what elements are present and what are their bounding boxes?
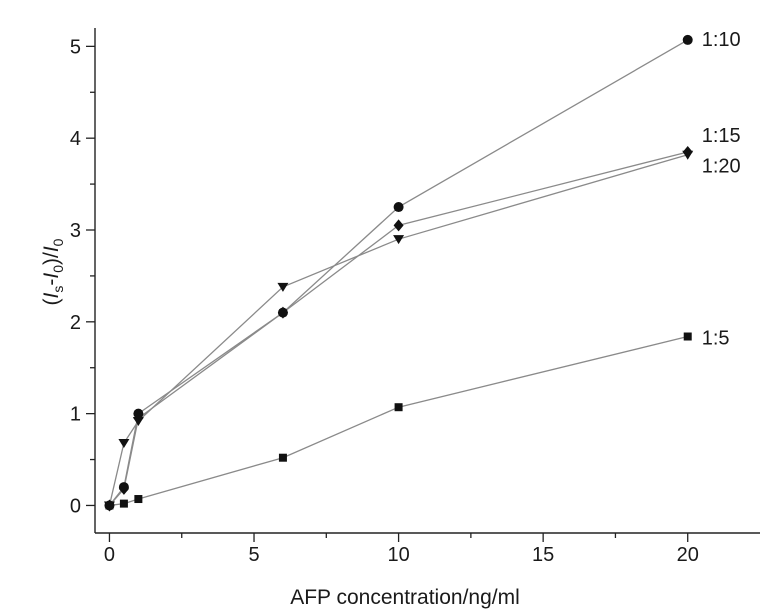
y-tick-label: 2	[70, 312, 81, 334]
series-label-1-20: 1:20	[702, 156, 741, 178]
y-tick-label: 5	[70, 36, 81, 58]
square-point	[394, 403, 403, 412]
y-tick-label: 0	[70, 495, 81, 517]
triangle-down-point	[393, 235, 405, 245]
y-axis-title-var3: I	[40, 246, 63, 252]
axes	[94, 28, 760, 534]
square-point	[119, 499, 128, 508]
x-tick-label: 20	[677, 544, 699, 566]
series-line-1-20	[108, 154, 688, 506]
x-tick-label: 5	[248, 544, 259, 566]
triangle-down-point	[682, 150, 694, 160]
circle-point	[682, 34, 693, 45]
square-point	[278, 453, 287, 462]
y-axis-title-var2: I	[40, 273, 63, 279]
circle-point	[393, 202, 404, 213]
triangle-down-point	[132, 416, 144, 426]
y-axis-title-sub2: 0	[50, 265, 66, 273]
series-line-1-10	[108, 39, 689, 506]
y-axis-title-close: )/	[40, 252, 63, 265]
series-lines	[108, 39, 689, 507]
diamond-point	[393, 219, 404, 232]
series-markers	[103, 34, 694, 512]
diamond-point	[277, 306, 288, 319]
y-axis-title-var1: I	[40, 292, 63, 298]
x-axis-title: AFP concentration/ng/ml	[290, 586, 520, 609]
y-tick-label: 3	[70, 220, 81, 242]
square-point	[134, 495, 143, 504]
series-label-1-10: 1:10	[702, 29, 741, 51]
series-label-1-15: 1:15	[702, 125, 741, 147]
y-axis-title-open: (	[40, 298, 63, 305]
y-axis-title-sub3: 0	[50, 238, 66, 246]
y-axis-title-minus: -	[40, 279, 63, 286]
series-label-1-5: 1:5	[702, 328, 730, 350]
x-tick-label: 10	[387, 544, 409, 566]
y-tick-label: 4	[70, 128, 81, 150]
series-labels: 1:10 1:15 1:20 1:5	[702, 29, 741, 350]
x-tick-label: 15	[532, 544, 554, 566]
y-tick-label: 1	[70, 404, 81, 426]
triangle-down-point	[118, 439, 130, 449]
triangle-down-point	[277, 282, 289, 292]
diamond-point	[118, 482, 129, 495]
ticks: 0 5 10 15 20 0 1 2 3 4 5	[70, 36, 699, 566]
square-point	[683, 332, 692, 341]
y-axis-title-sub1: s	[50, 286, 66, 293]
y-axis-title: (Is-I0)/I0	[40, 238, 66, 305]
square-point	[105, 501, 114, 510]
series-line-1-5	[109, 335, 688, 507]
x-tick-label: 0	[104, 544, 115, 566]
